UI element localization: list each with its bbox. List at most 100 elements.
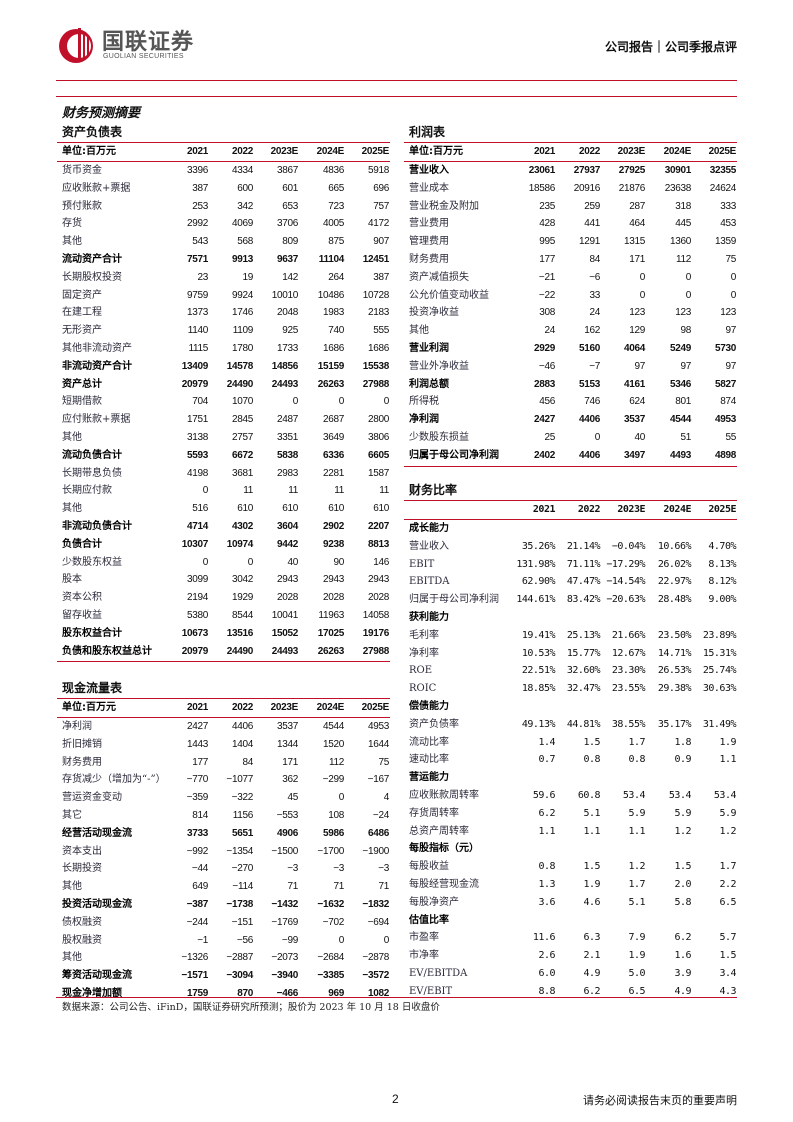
- row-label: 管理费用: [409, 236, 449, 248]
- cell-value: 8813: [367, 538, 389, 550]
- cell-value: 1.7: [628, 879, 645, 890]
- cell-value: 2194: [186, 592, 208, 604]
- cell-value: 5593: [186, 449, 208, 461]
- table-row: 公允价值变动收益 −22 33 0 0 0: [404, 287, 737, 305]
- year-header: 2022: [231, 146, 253, 157]
- row-label: 负债合计: [62, 538, 102, 550]
- cell-value: 610: [328, 503, 344, 515]
- cell-value: 30901: [664, 165, 692, 176]
- cell-value: 2.1: [583, 950, 600, 962]
- table-row: 存货周转率 6.2 5.1 5.9 5.9 5.9: [404, 805, 737, 823]
- cell-value: 27925: [618, 165, 646, 176]
- table-row: 营业费用 428 441 464 445 453: [404, 215, 737, 233]
- table-row: 所得税 456 746 624 801 874: [404, 393, 737, 411]
- table-row: 应收账款+票据 387 600 601 665 696: [57, 180, 390, 198]
- row-label: 现金净增加额: [62, 988, 122, 999]
- cell-value: 6672: [231, 449, 253, 461]
- row-label: 流动资产合计: [62, 254, 122, 265]
- cell-value: 3497: [623, 449, 645, 461]
- row-label: 非流动资产合计: [62, 360, 132, 372]
- row-label: 成长能力: [409, 523, 449, 534]
- cell-value: 3.9: [674, 968, 691, 979]
- table-row: 每股收益 0.8 1.5 1.2 1.5 1.7: [404, 858, 737, 876]
- cell-value: 8.12%: [708, 576, 736, 588]
- cell-value: 71: [378, 881, 389, 893]
- cell-value: 1587: [367, 467, 389, 479]
- cell-value: 801: [675, 396, 691, 408]
- income-statement-top-rule: [404, 142, 737, 143]
- table-row: 归属于母公司净利润 144.61% 83.42% −20.63% 28.48% 9.00%: [404, 591, 737, 609]
- cell-value: 1733: [276, 343, 298, 354]
- cell-value: 387: [192, 182, 208, 194]
- cell-value: 1686: [367, 343, 389, 354]
- cell-value: 0.9: [674, 754, 691, 766]
- cell-value: 5153: [578, 378, 600, 390]
- cell-value: 814: [192, 810, 208, 821]
- cell-value: 75: [378, 756, 389, 768]
- report-category: 公司报告｜公司季报点评: [604, 40, 737, 54]
- cell-value: 696: [373, 182, 389, 194]
- cell-value: 51: [680, 432, 691, 443]
- cell-value: 601: [282, 182, 298, 194]
- cell-value: 1359: [714, 236, 736, 248]
- cell-value: 20979: [181, 378, 209, 390]
- cell-value: 23.30%: [611, 665, 646, 677]
- table-row: 非流动资产合计 13409 14578 14856 15159 15538: [57, 358, 390, 376]
- cell-value: −1700: [317, 845, 344, 857]
- cell-value: 62.90%: [521, 576, 556, 588]
- year-header: 2024E: [316, 146, 345, 157]
- cell-value: 2207: [367, 521, 389, 532]
- data-source-note: 数据来源：公司公告、iFinD，国联证券研究所预测；股价为 2023 年 10 …: [62, 1002, 440, 1013]
- table-row: EV/EBITDA 6.0 4.9 5.0 3.9 3.4: [404, 965, 737, 983]
- cell-value: 71.11%: [566, 558, 601, 570]
- cell-value: −992: [186, 845, 209, 857]
- cell-value: 925: [282, 325, 298, 337]
- year-header: 2023E: [270, 702, 299, 713]
- cell-value: 2.6: [538, 950, 555, 962]
- row-label: 筹资活动现金流: [62, 970, 132, 982]
- cell-value: 7.9: [628, 932, 645, 944]
- section-rule: [56, 96, 737, 97]
- cell-value: 0: [685, 271, 692, 283]
- row-label: 每股指标（元）: [409, 843, 479, 855]
- cell-value: 2983: [276, 467, 298, 479]
- cell-value: 0: [639, 289, 646, 301]
- row-label: 资产减值损失: [409, 271, 469, 283]
- cell-value: 26.02%: [657, 558, 692, 570]
- cell-value: 22.51%: [521, 665, 556, 677]
- cell-value: 4898: [714, 449, 736, 461]
- cell-value: 10.53%: [521, 647, 556, 659]
- cell-value: 9442: [276, 538, 298, 550]
- cell-value: −17.29%: [606, 558, 645, 570]
- cell-value: 723: [328, 200, 344, 212]
- cell-value: 1.9: [628, 950, 645, 962]
- row-label: 长期应付款: [62, 485, 112, 497]
- cell-value: 0: [685, 289, 692, 301]
- table-row: 利润总额 2883 5153 4161 5346 5827: [404, 376, 737, 394]
- row-label: 利润总额: [409, 378, 449, 390]
- cell-value: 11: [379, 485, 389, 497]
- cell-value: 17025: [317, 627, 345, 639]
- income-statement-header-rule: [404, 161, 737, 162]
- row-label: 营业收入: [409, 165, 449, 176]
- section-heading: 偿债能力: [404, 698, 737, 716]
- row-label: 其他: [62, 881, 82, 893]
- cell-value: 19176: [362, 627, 390, 639]
- cell-value: 4.70%: [708, 540, 736, 552]
- cell-value: 171: [629, 254, 645, 265]
- table-row: 应付账款+票据 1751 2845 2487 2687 2800: [57, 411, 390, 429]
- row-label: 长期投资: [62, 863, 102, 875]
- row-label: 长期带息负债: [62, 467, 122, 479]
- cell-value: 21.66%: [611, 629, 646, 641]
- table-row: 营业利润 2929 5160 4064 5249 5730: [404, 340, 737, 358]
- cell-value: 1315: [623, 236, 645, 248]
- section-heading: 估值比率: [404, 912, 737, 930]
- cell-value: 4334: [231, 165, 253, 176]
- cell-value: 3867: [276, 165, 298, 176]
- cell-value: 8544: [231, 610, 253, 621]
- table-row: 净利润 2427 4406 3537 4544 4953: [57, 718, 390, 736]
- cell-value: 2929: [533, 343, 555, 354]
- cell-value: 1082: [367, 988, 389, 999]
- cell-value: 11963: [318, 610, 344, 621]
- cell-value: 24624: [709, 182, 737, 194]
